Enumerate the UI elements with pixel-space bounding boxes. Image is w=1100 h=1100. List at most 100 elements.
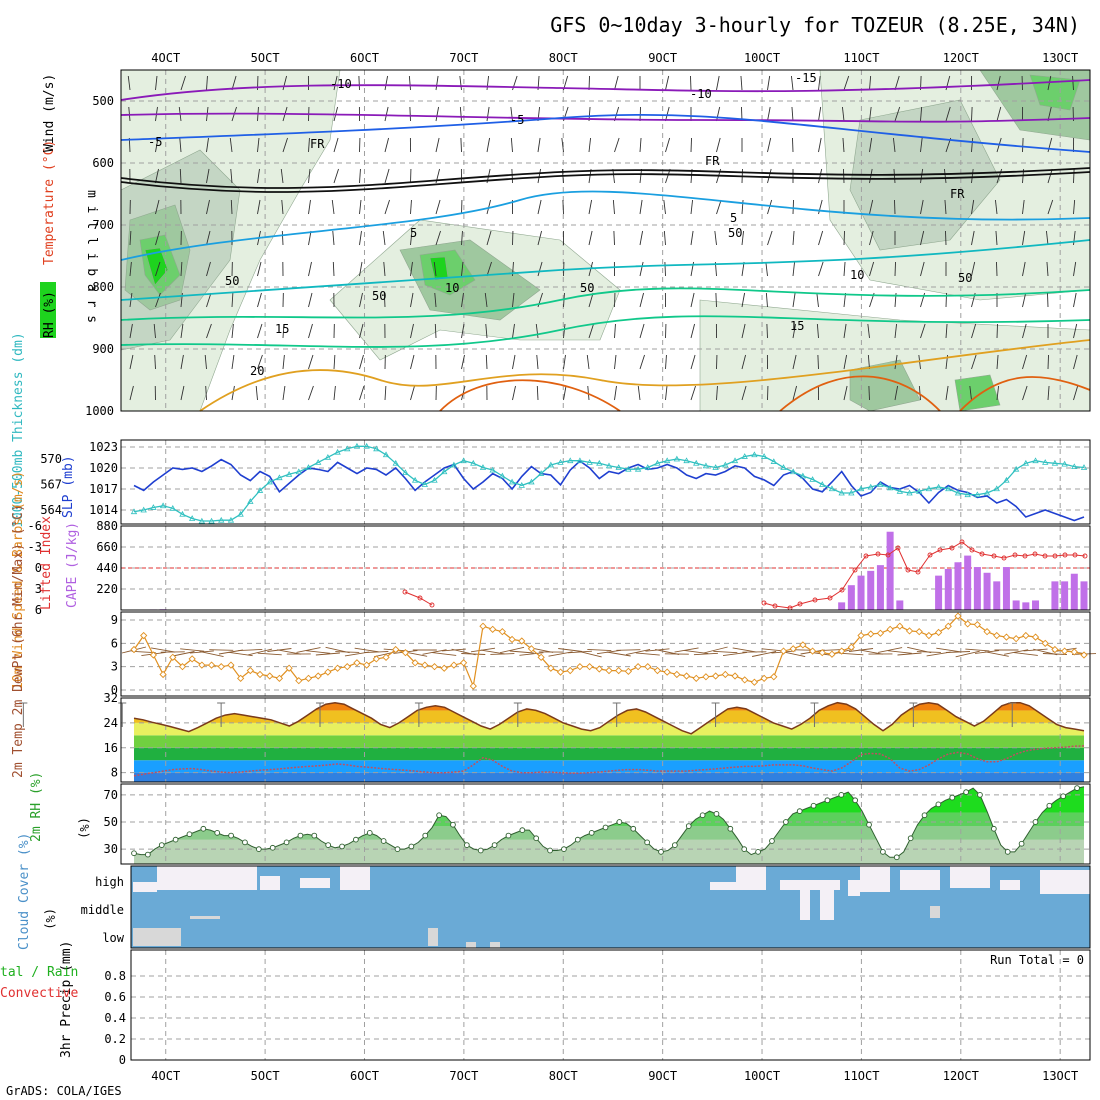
upper-wind-barb-387 <box>1023 138 1024 152</box>
contour-label-8: 5 <box>730 211 737 225</box>
rh2m-point-44 <box>437 813 442 818</box>
wind10m-speed-point-20 <box>325 669 331 675</box>
x-bottom-tick-11OCT: 11OCT <box>843 1069 879 1083</box>
upper-wind-barb-283 <box>767 324 768 338</box>
cape-bar-73 <box>838 602 845 610</box>
wind10m-speed-point-54 <box>654 668 660 674</box>
wind10m-speed-point-81 <box>916 629 922 635</box>
wind10m-speed-point-94 <box>1042 640 1048 646</box>
wind10m-speed-point-90 <box>1003 634 1009 640</box>
cloud-clear-3 <box>300 878 330 888</box>
x-axis-top: 4OCT 5OCT 6OCT 7OCT 8OCT 9OCT 10OCT 11OCT 12OCT 1… <box>151 51 1078 65</box>
wind10m-speed-point-64 <box>751 679 757 685</box>
precip-panel: 00.20.40.60.8 Run Total = 0 3hr Precip (… <box>0 941 1090 1067</box>
wind10m-speed-point-22 <box>344 664 350 670</box>
cloud-layer-middle: middle <box>81 903 124 917</box>
cloud-clear-14 <box>1000 880 1020 890</box>
rh2m-point-62 <box>562 847 567 852</box>
rh2m-point-72 <box>631 826 636 831</box>
cape-bar-76 <box>867 571 874 610</box>
cape-bar-95 <box>1051 581 1058 610</box>
rh2m-point-24 <box>298 833 303 838</box>
temp2m-panel: 8162432 2m Temp 2m DewPt (6hr Min/Max) (… <box>11 504 1090 782</box>
upper-wind-barb-334 <box>894 200 895 214</box>
rh2m-point-2 <box>145 852 150 857</box>
cape-tick-660: 660 <box>96 540 118 554</box>
precip-grid <box>131 950 1090 1060</box>
precip-legend-rain: tal / Rain <box>0 965 78 980</box>
wind10m-speed-point-55 <box>664 669 670 675</box>
wind10m-speed-point-34 <box>461 660 467 666</box>
rh2m-point-112 <box>908 836 913 841</box>
precip-legend-convective: Convective <box>0 986 78 1001</box>
wind10m-barb-84 <box>936 648 960 652</box>
wind10m-barb-19 <box>306 651 330 654</box>
cape-bar-87 <box>974 567 981 610</box>
contour-label-5: FR <box>310 137 325 151</box>
slp-tick-1020: 1020 <box>89 461 118 475</box>
wind10m-speed-point-23 <box>354 660 360 666</box>
wind10m-speed-point-3 <box>160 671 166 677</box>
cloud-clear-5 <box>710 882 740 890</box>
wind10m-speed-point-53 <box>645 664 651 670</box>
rh2m-point-80 <box>686 824 691 829</box>
cape-bar-79 <box>896 600 903 610</box>
rh2m-bands <box>121 781 1090 864</box>
wind10m-speed-point-44 <box>558 669 564 675</box>
wind10m-axis: 0369 <box>111 613 118 697</box>
upper-wind-barb-357 <box>945 231 946 245</box>
wind10m-speed-point-58 <box>693 675 699 681</box>
rh2m-point-46 <box>451 822 456 827</box>
rh2m-axis: 305070(%) <box>77 788 118 856</box>
upper-air-panel: -10 -15-10-5-5 FRFRFR55101015 1520505050505… <box>40 70 1090 418</box>
contour-label-17: 50 <box>580 281 594 295</box>
wind10m-speed-point-93 <box>1033 634 1039 640</box>
rh2m-point-126 <box>1005 849 1010 854</box>
upper-wind-barb-145 <box>461 138 462 152</box>
x-bottom-tick-12OCT: 12OCT <box>943 1069 979 1083</box>
rh2m-point-88 <box>742 847 747 852</box>
wind10m-speed-point-96 <box>1062 648 1068 654</box>
rh2m-point-42 <box>423 833 428 838</box>
wind10m-speed-point-62 <box>732 673 738 679</box>
rh2m-point-100 <box>825 798 830 803</box>
pressure-tick-1000: 1000 <box>85 404 114 418</box>
wind10m-speed-point-52 <box>635 664 641 670</box>
wind10m-speed-point-63 <box>742 677 748 683</box>
wind10m-barb-35 <box>461 654 485 655</box>
rh2m-point-12 <box>215 830 220 835</box>
x-top-tick-8OCT: 8OCT <box>549 51 578 65</box>
wind10m-speed-point-79 <box>897 623 903 629</box>
x-bottom-tick-9OCT: 9OCT <box>648 1069 677 1083</box>
upper-wind-barb-191 <box>563 200 564 214</box>
rh2m-point-132 <box>1047 803 1052 808</box>
wind10m-speed-point-8 <box>209 662 215 668</box>
rh2m-point-36 <box>381 839 386 844</box>
wind10m-barb-9 <box>209 650 233 651</box>
upper-wind-barb-364 <box>972 107 973 121</box>
rh2m-point-50 <box>478 848 483 853</box>
cape-bar-86 <box>964 556 971 610</box>
chart-title: GFS 0~10day 3-hourly for TOZEUR (8.25E, … <box>550 13 1080 37</box>
rh2m-point-66 <box>589 830 594 835</box>
cape-bar-84 <box>945 569 952 610</box>
cloud-layer-labels: highmiddlelow(%) <box>43 875 125 945</box>
temp2m-tick-8: 8 <box>111 766 118 780</box>
upper-wind-barb-382 <box>997 324 998 338</box>
cape-bar-77 <box>877 565 884 610</box>
cape-tick-220: 220 <box>96 582 118 596</box>
wind10m-speed-point-50 <box>616 668 622 674</box>
lifted-index-label: Lifted Index <box>39 516 54 610</box>
x-top-tick-13OCT: 13OCT <box>1042 51 1078 65</box>
cape-bar-97 <box>1071 574 1078 610</box>
run-total-label: Run Total = 0 <box>990 953 1084 967</box>
wind10m-barb-22 <box>335 652 359 653</box>
wind10m-barb-11 <box>229 652 253 655</box>
wind10m-speed-point-7 <box>199 662 205 668</box>
temp2m-band-0 <box>121 773 1090 782</box>
wind10m-speed-point-66 <box>771 674 777 680</box>
rh2m-point-120 <box>964 790 969 795</box>
wind10m-speed-point-31 <box>432 664 438 670</box>
rh2m-label: 2m RH (%) <box>29 772 44 842</box>
rh2m-point-136 <box>1075 786 1080 791</box>
